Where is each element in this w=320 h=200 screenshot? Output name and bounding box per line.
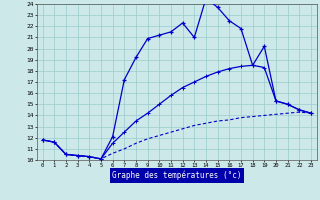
X-axis label: Graphe des températures (°c): Graphe des températures (°c)	[112, 171, 242, 180]
